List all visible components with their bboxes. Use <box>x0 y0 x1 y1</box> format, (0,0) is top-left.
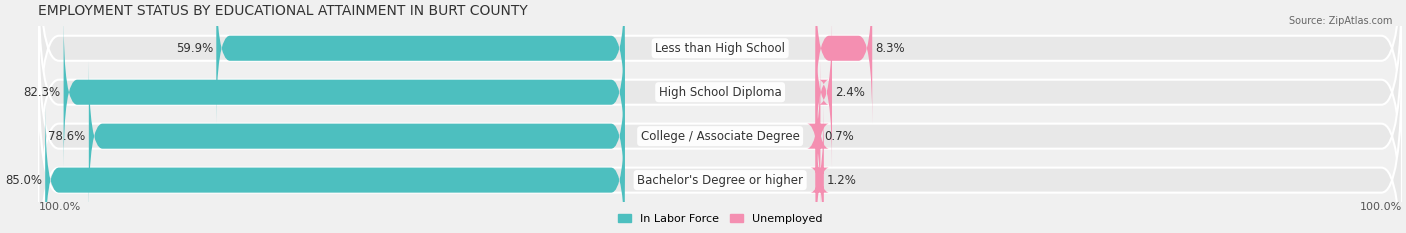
Text: EMPLOYMENT STATUS BY EDUCATIONAL ATTAINMENT IN BURT COUNTY: EMPLOYMENT STATUS BY EDUCATIONAL ATTAINM… <box>38 4 529 18</box>
Text: Source: ZipAtlas.com: Source: ZipAtlas.com <box>1288 16 1392 26</box>
Text: 8.3%: 8.3% <box>876 42 905 55</box>
FancyBboxPatch shape <box>810 105 830 233</box>
Legend: In Labor Force, Unemployed: In Labor Force, Unemployed <box>613 209 827 228</box>
FancyBboxPatch shape <box>217 0 624 124</box>
Text: 85.0%: 85.0% <box>4 174 42 187</box>
FancyBboxPatch shape <box>38 0 1402 168</box>
Text: 78.6%: 78.6% <box>48 130 86 143</box>
Text: 59.9%: 59.9% <box>176 42 212 55</box>
FancyBboxPatch shape <box>89 61 624 212</box>
FancyBboxPatch shape <box>63 17 624 168</box>
Text: 2.4%: 2.4% <box>835 86 865 99</box>
FancyBboxPatch shape <box>45 105 624 233</box>
Text: 1.2%: 1.2% <box>827 174 858 187</box>
FancyBboxPatch shape <box>38 17 1402 233</box>
Text: 82.3%: 82.3% <box>22 86 60 99</box>
FancyBboxPatch shape <box>815 17 832 168</box>
FancyBboxPatch shape <box>38 61 1402 233</box>
Text: 100.0%: 100.0% <box>1360 202 1402 212</box>
Text: Bachelor's Degree or higher: Bachelor's Degree or higher <box>637 174 803 187</box>
FancyBboxPatch shape <box>38 0 1402 212</box>
FancyBboxPatch shape <box>815 0 872 124</box>
Text: 100.0%: 100.0% <box>38 202 80 212</box>
Text: High School Diploma: High School Diploma <box>659 86 782 99</box>
Text: 0.7%: 0.7% <box>824 130 853 143</box>
FancyBboxPatch shape <box>807 61 830 212</box>
Text: College / Associate Degree: College / Associate Degree <box>641 130 800 143</box>
Text: Less than High School: Less than High School <box>655 42 785 55</box>
